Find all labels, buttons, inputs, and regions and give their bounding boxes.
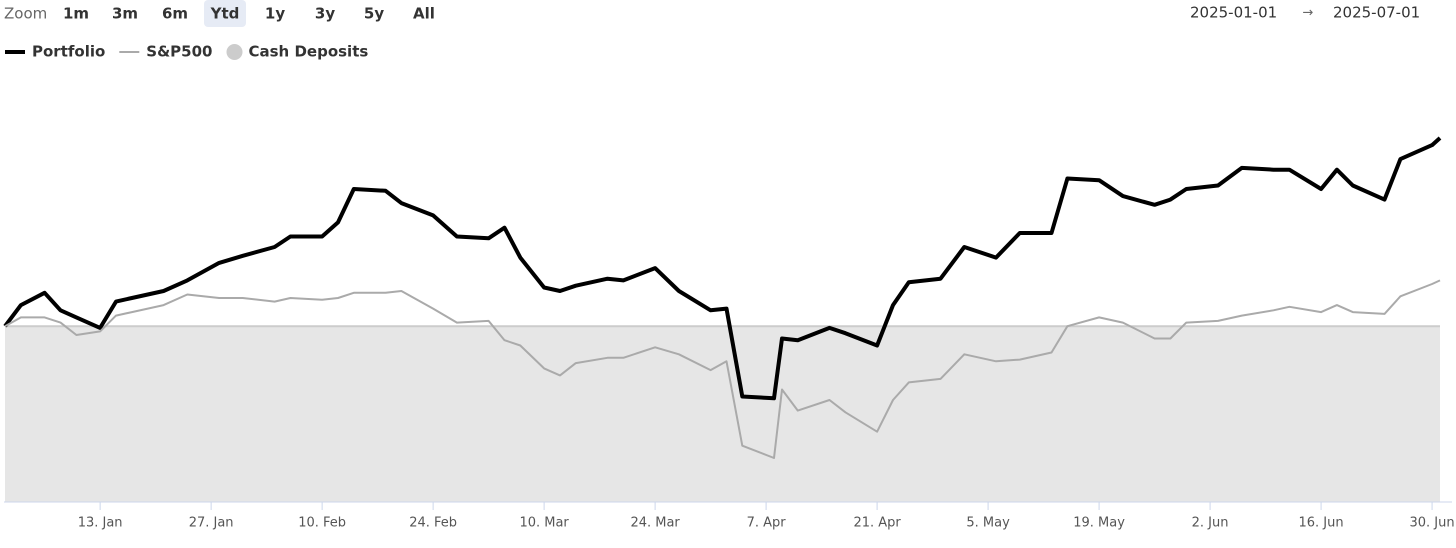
area [5,326,1440,502]
zoom-button[interactable]: 5y [364,5,384,23]
x-tick-label: 27. Jan [189,516,234,531]
range-separator: → [1303,6,1314,21]
zoom-button[interactable]: 1y [265,5,285,23]
legend-label[interactable]: Cash Deposits [249,43,369,61]
zoom-button[interactable]: 6m [162,5,188,23]
x-tick-label: 13. Jan [78,516,123,531]
zoom-label: Zoom [4,5,47,23]
x-tick-label: 10. Mar [519,516,569,531]
x-tick-label: 30. Jun [1410,516,1455,531]
zoom-button[interactable]: All [413,5,435,23]
x-tick-label: 2. Jun [1192,516,1229,531]
legend-label[interactable]: Portfolio [32,43,105,61]
line [4,279,1441,459]
zoom-button-bg [204,0,246,27]
x-tick-label: 19. May [1073,516,1125,531]
x-tick-label: 7. Apr [747,516,787,531]
x-tick-label: 10. Feb [298,516,346,531]
x-tick-label: 21. Apr [853,516,901,531]
legend: Portfolio S&P500 Cash Deposits [5,43,368,61]
range-from[interactable]: 2025-01-01 [1190,4,1277,22]
zoom-button[interactable]: Ytd [210,5,240,23]
plot: 13. Jan 27. Jan 10. Feb 24. Feb 10. Mar 24. M… [3,80,1455,531]
x-tick-label: 16. Jun [1299,516,1344,531]
x-tick-label: 5. May [966,516,1010,531]
legend-label[interactable]: S&P500 [146,43,212,61]
x-tick-label: 24. Feb [409,516,457,531]
range-to[interactable]: 2025-07-01 [1333,4,1420,22]
line [3,136,1442,401]
legend-marker [226,44,243,60]
zoom-button[interactable]: 3y [315,5,335,23]
zoom-buttons: 1m 3m 6m Ytd 1y 3y 5y All [63,0,435,27]
zoom-button[interactable]: 1m [63,5,89,23]
zoom-button[interactable]: 3m [112,5,138,23]
x-tick-label: 24. Mar [630,516,680,531]
